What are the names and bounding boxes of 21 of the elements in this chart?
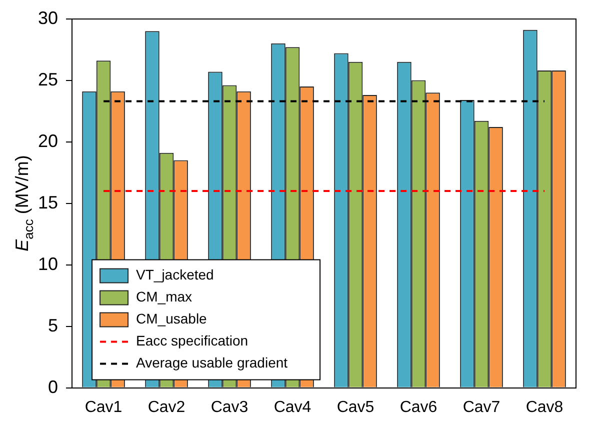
x-tick-label: Cav3: [210, 398, 248, 416]
y-tick-label: 10: [38, 254, 58, 274]
x-tick-label: Cav6: [400, 398, 438, 416]
y-tick-label: 0: [48, 376, 58, 397]
y-tick-label: 20: [38, 130, 58, 151]
x-tick-label: Cav7: [462, 398, 500, 416]
legend-label: VT_jacketed: [136, 266, 214, 283]
x-tick-label: Cav8: [526, 398, 564, 416]
y-tick-label: 5: [48, 315, 58, 336]
legend-label: CM_max: [136, 288, 192, 305]
x-tick-label: Cav4: [274, 398, 312, 416]
y-tick-label: 30: [38, 8, 58, 28]
y-axis-title: Eacc (MV/m): [12, 155, 36, 252]
x-tick-label: Cav1: [84, 398, 122, 416]
y-tick-label: 25: [38, 69, 58, 90]
x-tick-label: Cav5: [336, 398, 374, 416]
legend-label: Average usable gradient: [136, 354, 288, 371]
legend-label: CM_usable: [136, 310, 208, 327]
y-tick-label: 15: [38, 192, 58, 212]
legend-label: Eacc specification: [136, 332, 248, 349]
x-tick-label: Cav2: [148, 398, 186, 416]
